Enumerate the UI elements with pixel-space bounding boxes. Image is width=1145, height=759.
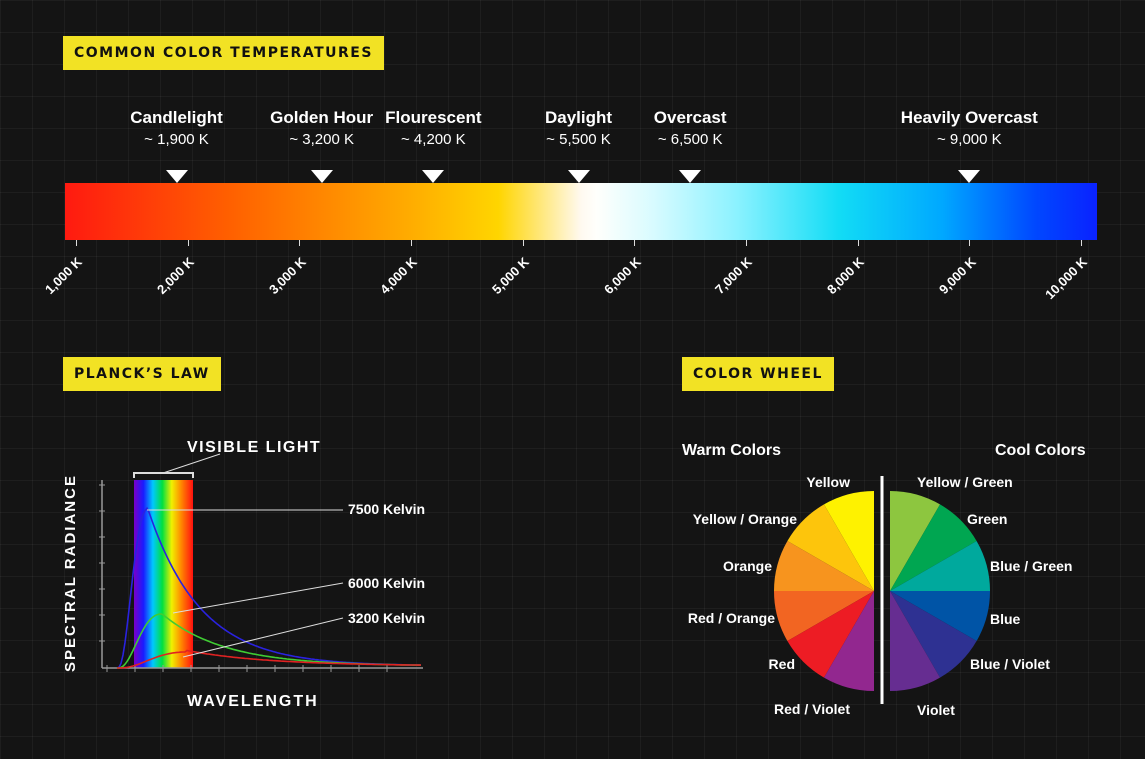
cool-color-label: Yellow / Green: [917, 474, 1013, 490]
warm-color-label: Red / Orange: [687, 610, 775, 626]
warm-color-label: Orange: [722, 558, 772, 574]
marker-triangle: [567, 170, 590, 183]
plancks-law-diagram: VISIBLE LIGHT 7500 Kelvin 6000 Kelvin 32…: [62, 439, 425, 710]
warm-colors-title: Warm Colors: [682, 442, 781, 459]
marker-value: ~ 6,500 K: [657, 131, 723, 148]
marker-name: Golden Hour: [270, 108, 374, 127]
cool-wedge: [890, 541, 990, 591]
cool-wedge: [890, 491, 940, 591]
plancks-law-title: PLANCK’S LAW: [63, 357, 221, 391]
cool-color-label: Blue / Green: [990, 558, 1073, 574]
axis-tick-label: 8,000 K: [824, 254, 867, 298]
marker-triangle: [679, 170, 702, 183]
axis-tick-label: 7,000 K: [712, 254, 756, 298]
axis-tick: [187, 240, 189, 246]
warm-wedge: [774, 591, 874, 641]
axis-tick-label: 6,000 K: [600, 254, 644, 298]
curve-label-7500: 7500 Kelvin: [348, 501, 425, 517]
curve-3200-kelvin: [117, 649, 421, 669]
cool-color-label: Green: [967, 511, 1008, 527]
marker-value: ~ 3,200 K: [289, 131, 354, 148]
marker-name: Heavily Overcast: [900, 108, 1038, 127]
cool-color-label: Violet: [917, 702, 955, 718]
temperature-gradient-bar: [65, 183, 1097, 240]
color-wheel-title: COLOR WHEEL: [682, 357, 834, 391]
cool-wedge: [890, 591, 940, 691]
warm-wedge: [787, 591, 874, 678]
temperature-marker: Overcast ~ 6,500 K: [654, 108, 727, 148]
marker-name: Overcast: [653, 108, 727, 127]
marker-triangle: [422, 170, 445, 183]
visible-light-label: VISIBLE LIGHT: [187, 439, 321, 456]
axis-tick-label: 3,000 K: [265, 254, 309, 298]
axis-tick: [76, 240, 77, 246]
axis-tick: [411, 240, 412, 246]
marker-name: Candlelight: [130, 108, 223, 127]
marker-value: ~ 9,000 K: [937, 131, 1002, 148]
warm-color-label: Red / Violet: [774, 701, 850, 717]
marker-triangle: [165, 170, 188, 183]
warm-color-label: Yellow / Orange: [692, 511, 797, 527]
axis-tick: [522, 240, 524, 246]
warm-color-label: Red: [768, 656, 795, 672]
leader-6000: [172, 582, 344, 614]
marker-value: ~ 1,900 K: [144, 131, 209, 148]
axis-tick: [1081, 240, 1082, 246]
marker-triangle: [310, 170, 333, 183]
axis-ticks: [99, 484, 388, 672]
cool-color-label: Blue / Violet: [970, 656, 1050, 672]
cool-colors-title: Cool Colors: [995, 442, 1086, 459]
visible-spectrum-band: [134, 480, 193, 668]
curve-label-6000: 6000 Kelvin: [348, 575, 425, 591]
axis-tick: [299, 240, 301, 246]
marker-name: Daylight: [544, 108, 613, 127]
leader-3200: [182, 617, 344, 658]
marker-name: Flourescent: [385, 108, 482, 127]
x-axis-label: WAVELENGTH: [187, 693, 319, 710]
temperature-marker: Golden Hour ~ 3,200 K: [270, 108, 373, 148]
visible-light-bracket: [133, 472, 194, 478]
y-axis-label: SPECTRAL RADIANCE: [62, 474, 79, 672]
temperature-marker: Flourescent ~ 4,200 K: [385, 108, 481, 148]
cool-color-label: Blue: [990, 611, 1021, 627]
axis-tick-label: 1,000 K: [42, 254, 86, 298]
temperature-marker: Heavily Overcast ~ 9,000 K: [901, 108, 1038, 148]
axis-tick-label: 5,000 K: [489, 254, 532, 298]
axis-tick: [969, 240, 971, 246]
marker-value: ~ 4,200 K: [401, 131, 466, 148]
cool-wedge: [890, 591, 977, 678]
axis-tick-label: 10,000 K: [1042, 254, 1091, 303]
axis-tick-label: 4,000 K: [377, 254, 421, 298]
warm-wedge: [774, 541, 874, 591]
warm-wedge: [824, 491, 874, 591]
visible-light-pointer: [162, 453, 221, 474]
warm-wedge: [824, 591, 874, 691]
cool-wedge: [890, 504, 977, 591]
color-temperatures-title: COMMON COLOR TEMPERATURES: [63, 36, 384, 70]
cool-wedge: [890, 591, 990, 641]
axis-tick-label: 9,000 K: [935, 254, 979, 298]
axis-tick: [634, 240, 636, 246]
temperature-marker: Daylight ~ 5,500 K: [545, 108, 612, 148]
axis-tick-label: 2,000 K: [154, 254, 197, 298]
axis-tick: [746, 240, 747, 246]
marker-value: ~ 5,500 K: [546, 131, 611, 148]
color-wheel: [774, 476, 990, 704]
warm-wedge: [787, 504, 874, 591]
warm-color-label: Yellow: [806, 474, 850, 490]
temperature-marker: Candlelight ~ 1,900 K: [130, 108, 223, 148]
axis-tick: [857, 240, 859, 246]
marker-triangle: [958, 170, 981, 183]
curve-label-3200: 3200 Kelvin: [348, 610, 425, 626]
